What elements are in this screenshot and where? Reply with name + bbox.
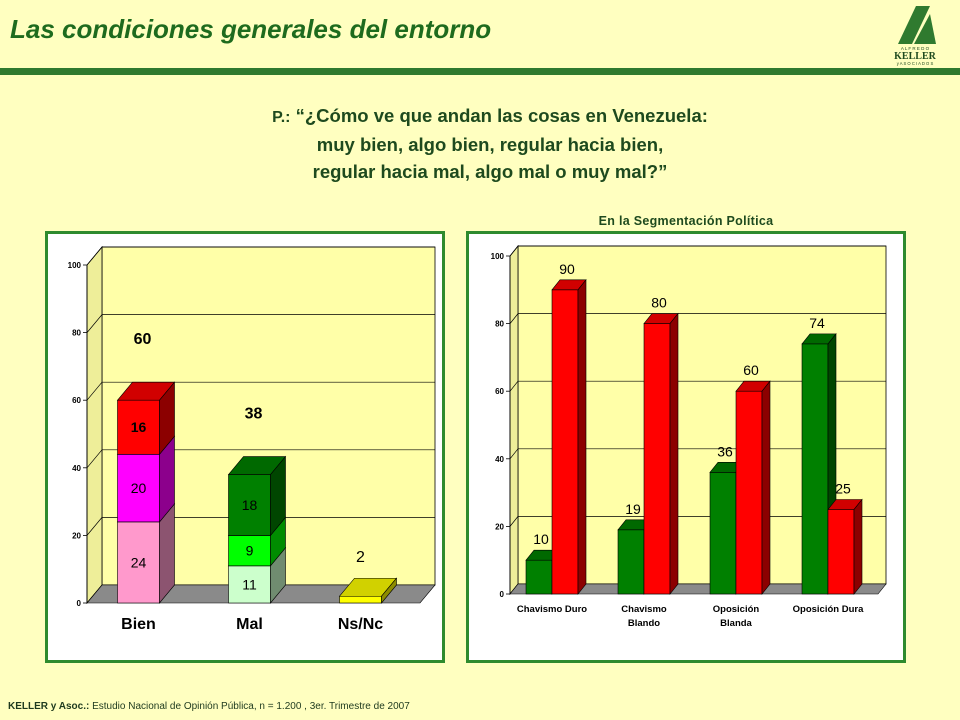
bar-total-label: 38 [245, 406, 263, 423]
stacked-bar-segment-side [159, 381, 175, 456]
segment-value-label: 16 [131, 419, 147, 435]
overall-gridline [86, 381, 435, 401]
segmentation-gridline [509, 245, 886, 257]
bar-value-label: 74 [809, 315, 825, 331]
segmentation-side-wall [509, 244, 519, 596]
question-prefix: P.: [272, 109, 291, 126]
bar [551, 289, 579, 595]
segment-value-label: 20 [131, 480, 147, 496]
overall-y-tick-label: 40 [72, 464, 81, 473]
x-category-label: Blanda [720, 618, 752, 629]
segmentation-y-tick-label: 80 [495, 320, 504, 329]
logo-name-text: KELLER [894, 51, 936, 62]
logo-mark [898, 6, 930, 44]
bar [709, 472, 737, 595]
segment-value-label: 9 [246, 543, 254, 559]
overall-gridline [86, 246, 435, 266]
bar [643, 323, 671, 595]
bar-side [853, 498, 863, 595]
bar [801, 343, 829, 595]
x-category-label: Chavismo [621, 604, 667, 615]
overall-y-tick-label: 60 [72, 396, 81, 405]
overall-y-tick-label: 80 [72, 329, 81, 338]
bar [735, 390, 763, 595]
stacked-bar-segment-side [270, 455, 286, 537]
stacked-bar-segment [228, 565, 271, 604]
source-footer: KELLER y Asoc.: Estudio Nacional de Opin… [8, 701, 410, 712]
stacked-bar-segment-side [381, 577, 397, 604]
bar [525, 559, 553, 595]
x-category-label: Blando [628, 618, 660, 629]
stacked-bar-segment [339, 595, 382, 604]
title-divider [0, 68, 960, 75]
question-line-2: muy bien, algo bien, regular hacia bien, [316, 134, 664, 155]
bar-value-label: 10 [533, 531, 549, 547]
segmentation-y-tick-label: 20 [495, 522, 504, 531]
survey-question: P.: “¿Cómo ve que andan las cosas en Ven… [140, 102, 840, 185]
overall-y-tick-label: 100 [68, 261, 82, 270]
segmentation-chart-title: En la Segmentación Política [598, 214, 774, 228]
x-category-label: Ns/Nc [338, 616, 383, 633]
segmentation-y-tick-label: 0 [500, 590, 505, 599]
question-line-3: regular hacia mal, algo mal o muy mal?” [312, 161, 668, 182]
x-category-label: Chavismo Duro [517, 604, 587, 615]
overall-gridline [86, 517, 435, 536]
stacked-bar-segment [228, 535, 271, 567]
bar-value-label: 80 [651, 295, 667, 311]
segment-value-label: 24 [131, 554, 147, 570]
keller-logo: A L F R E D O KELLER y A S O C I A D O S [880, 4, 948, 68]
overall-side-wall [86, 245, 103, 605]
stacked-bar-segment [117, 521, 160, 604]
bar-value-label: 19 [625, 501, 641, 517]
bar [617, 529, 645, 595]
segmentation-y-tick-label: 100 [491, 252, 505, 261]
x-category-label: Oposición Dura [793, 604, 864, 615]
overall-gridline [86, 449, 435, 469]
segmentation-y-tick-label: 40 [495, 455, 504, 464]
segmentation-y-tick-label: 60 [495, 387, 504, 396]
x-category-label: Mal [236, 616, 263, 633]
x-category-label: Bien [121, 616, 156, 633]
segmentation-gridline [509, 313, 886, 324]
bar [827, 509, 855, 595]
page-title: Las condiciones generales del entorno [10, 14, 492, 44]
bar-value-label: 60 [743, 362, 759, 378]
overall-y-tick-label: 20 [72, 531, 81, 540]
bar-side [761, 380, 771, 595]
segment-value-label: 11 [242, 576, 257, 592]
logo-mark [914, 14, 936, 44]
bar-side [577, 278, 587, 595]
bar-value-label: 90 [559, 261, 575, 277]
bar-total-label: 60 [134, 331, 152, 348]
x-category-label: Oposición [713, 604, 760, 615]
overall-gridline [86, 314, 435, 333]
bar-value-label: 25 [835, 481, 851, 497]
footer-source-text: Estudio Nacional de Opinión Pública, n =… [89, 701, 410, 712]
stacked-bar-segment [117, 453, 160, 523]
stacked-bar-segment [117, 399, 160, 455]
overall-y-tick-label: 0 [77, 599, 82, 608]
question-line-1: “¿Cómo ve que andan las cosas en Venezue… [295, 105, 708, 126]
logo-bottom-text: y A S O C I A D O S [897, 61, 934, 66]
bar-total-label: 2 [356, 549, 365, 566]
footer-source-label: KELLER y Asoc.: [8, 701, 90, 712]
segment-value-label: 18 [242, 497, 258, 513]
logo-top-text: A L F R E D O [901, 46, 930, 51]
bar-value-label: 36 [717, 443, 733, 459]
bar-side [669, 312, 679, 595]
